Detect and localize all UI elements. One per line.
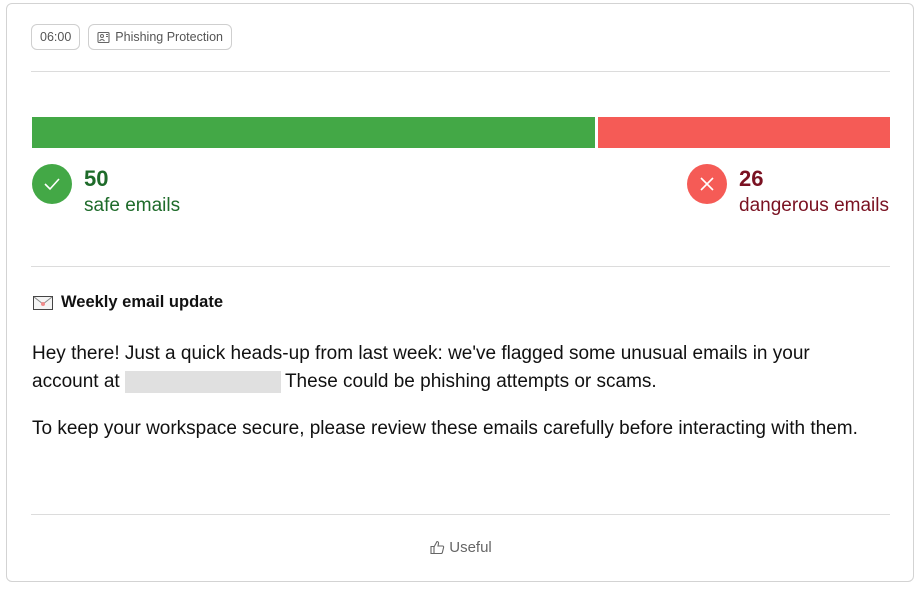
safe-label: safe emails: [84, 195, 181, 216]
paragraph-text: These could be phishing attempts or scam…: [284, 371, 657, 392]
time-chip: 06:00: [31, 24, 81, 50]
check-icon: [32, 164, 72, 204]
x-icon: [687, 164, 728, 204]
update-heading: Weekly email update: [33, 293, 223, 312]
time-label: 06:00: [40, 30, 72, 44]
dangerous-count: 26: [739, 166, 764, 191]
dangerous-segment: [597, 117, 890, 148]
category-label: Phishing Protection: [115, 30, 223, 44]
chip-row: 06:00 Phishing Protection: [31, 24, 232, 50]
paragraph-text: Hey there! Just a quick heads-up from la…: [32, 343, 810, 392]
category-chip[interactable]: Phishing Protection: [88, 24, 232, 50]
update-paragraph-2: To keep your workspace secure, please re…: [32, 418, 858, 439]
safe-segment: [32, 117, 595, 148]
safe-count: 50: [84, 166, 109, 191]
image-person-icon: [97, 31, 110, 43]
divider: [31, 514, 890, 515]
safe-stat: 50 safe emails: [32, 164, 180, 218]
useful-label: Useful: [449, 539, 492, 556]
dangerous-label: dangerous emails: [739, 195, 889, 216]
email-ratio-bar: [32, 117, 890, 148]
update-title: Weekly email update: [61, 293, 224, 311]
useful-button[interactable]: Useful: [7, 539, 915, 556]
divider: [31, 71, 890, 72]
email-security-card: 06:00 Phishing Protection 50 safe emails…: [6, 3, 914, 582]
thumbs-up-icon: [430, 540, 445, 555]
divider: [31, 266, 890, 267]
dangerous-stat: 26 dangerous emails: [687, 164, 889, 218]
envelope-icon: [33, 295, 53, 310]
redacted-account: [124, 370, 281, 393]
update-paragraph-1: Hey there! Just a quick heads-up from la…: [32, 340, 862, 396]
